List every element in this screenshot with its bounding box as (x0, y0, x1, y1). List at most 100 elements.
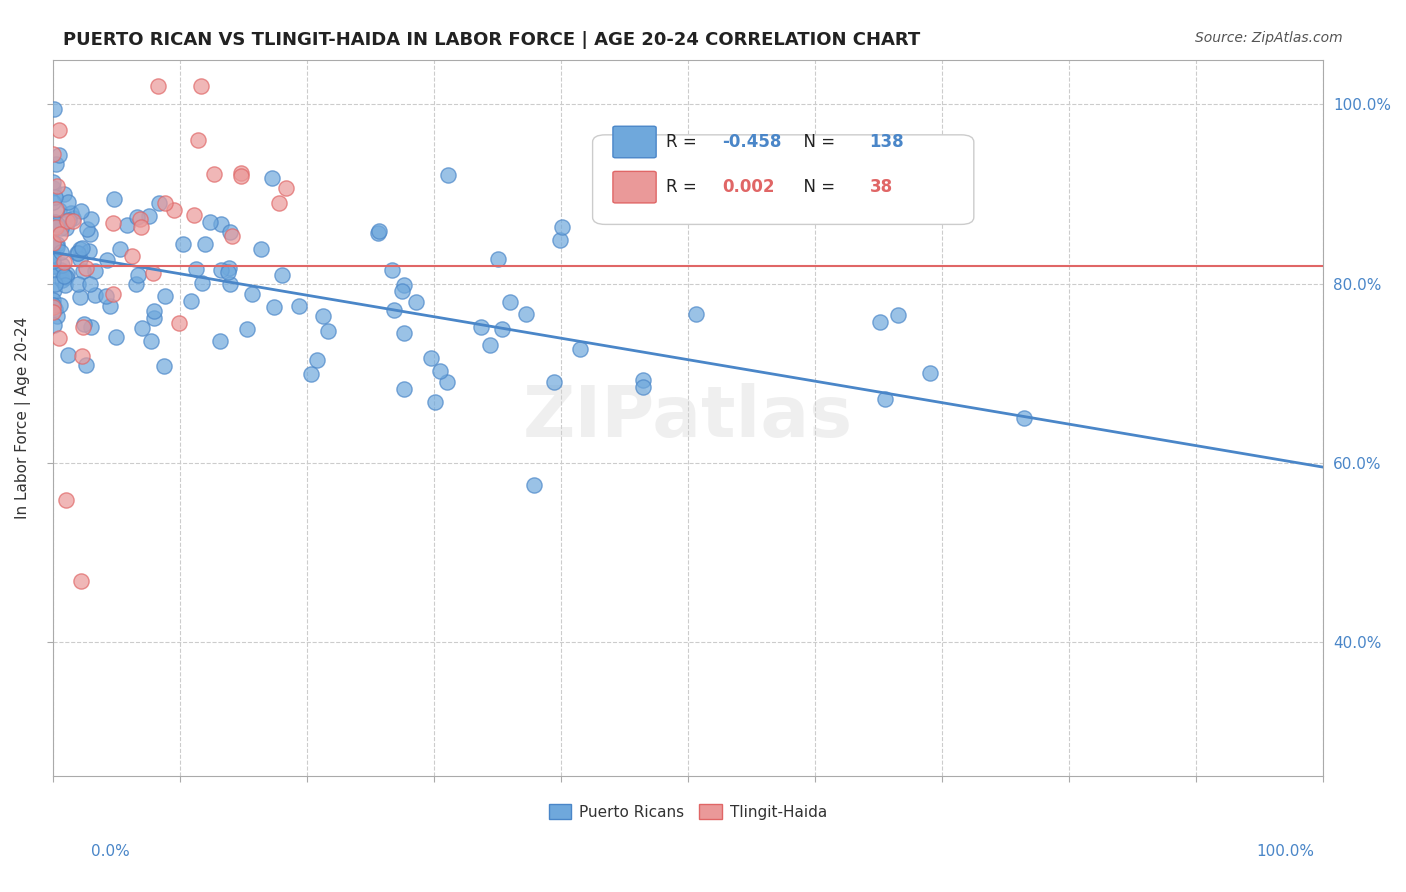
Point (44, 103, 66, 117)
Point (367, 226, 389, 240)
Text: PUERTO RICAN VS TLINGIT-HAIDA IN LABOR FORCE | AGE 20-24 CORRELATION CHART: PUERTO RICAN VS TLINGIT-HAIDA IN LABOR F… (63, 31, 921, 49)
Point (48, 331, 70, 345)
Point (198, 215, 221, 229)
Point (69, 252, 91, 266)
Point (631, 373, 654, 387)
Point (45, 202, 67, 216)
FancyBboxPatch shape (592, 135, 974, 225)
Point (146, 79, 169, 94)
Point (79, 227, 101, 242)
Point (231, 169, 253, 183)
Legend: Puerto Ricans, Tlingit-Haida: Puerto Ricans, Tlingit-Haida (543, 797, 834, 826)
Point (125, 277, 148, 291)
Point (46, 178, 69, 193)
Point (131, 219, 153, 234)
Point (260, 170, 283, 185)
Point (423, 395, 446, 409)
Point (631, 379, 654, 393)
Point (44, 215, 66, 229)
Point (486, 252, 509, 266)
Text: 0.0%: 0.0% (91, 845, 131, 859)
Point (41, 236, 63, 251)
Point (48, 148, 70, 162)
Point (44, 189, 66, 203)
Point (569, 343, 592, 357)
Point (191, 277, 214, 291)
Point (84, 288, 107, 302)
Point (515, 307, 537, 321)
Text: ZIPatlas: ZIPatlas (523, 384, 853, 452)
Point (155, 289, 177, 303)
Text: Source: ZipAtlas.com: Source: ZipAtlas.com (1195, 31, 1343, 45)
Point (98, 300, 121, 314)
Point (70, 204, 93, 219)
Point (66, 245, 89, 260)
Point (42, 298, 65, 312)
Point (42, 283, 65, 297)
Point (41, 253, 63, 268)
Point (101, 216, 124, 230)
Point (55, 267, 77, 281)
Point (129, 211, 152, 226)
Point (169, 316, 191, 330)
Point (271, 268, 294, 283)
Point (75, 358, 97, 372)
Point (187, 133, 209, 147)
Point (523, 478, 546, 492)
Point (305, 353, 328, 368)
Point (184, 261, 207, 276)
Point (55, 270, 77, 285)
Point (148, 196, 170, 211)
Point (41, 219, 63, 234)
Point (55, 493, 77, 508)
Point (51, 273, 73, 287)
Text: 38: 38 (870, 178, 893, 196)
Text: R =: R = (666, 178, 703, 196)
Point (405, 294, 427, 309)
Point (429, 364, 451, 378)
Point (491, 322, 513, 336)
Text: R =: R = (666, 133, 703, 151)
Point (367, 224, 389, 238)
Point (51, 259, 73, 273)
Point (299, 368, 322, 382)
Point (103, 192, 125, 206)
Point (267, 196, 290, 211)
Point (316, 324, 339, 338)
Point (48, 123, 70, 137)
Point (115, 218, 138, 232)
Point (229, 166, 252, 180)
Point (79, 244, 101, 258)
FancyBboxPatch shape (613, 127, 657, 158)
Point (60, 206, 83, 220)
Point (55, 214, 77, 228)
Point (394, 277, 416, 292)
Point (153, 196, 176, 211)
Point (73, 317, 96, 331)
Point (478, 338, 501, 352)
Point (55, 220, 77, 235)
Point (84, 264, 107, 278)
Point (41, 147, 63, 161)
Point (41, 248, 63, 262)
Text: 138: 138 (870, 133, 904, 151)
Point (172, 236, 194, 251)
Point (1012, 410, 1035, 425)
Point (41, 235, 63, 249)
Point (53, 254, 76, 268)
Point (96, 289, 118, 303)
Point (75, 260, 97, 275)
Point (381, 263, 404, 277)
Point (142, 266, 165, 280)
Point (42, 195, 65, 210)
Text: 100.0%: 100.0% (1257, 845, 1315, 859)
Point (41, 180, 63, 194)
Point (436, 169, 458, 183)
Point (41, 305, 63, 319)
Point (42, 259, 65, 273)
Point (69, 290, 91, 304)
Point (41, 293, 63, 308)
Point (392, 382, 415, 396)
Point (139, 334, 162, 349)
Point (103, 287, 125, 301)
